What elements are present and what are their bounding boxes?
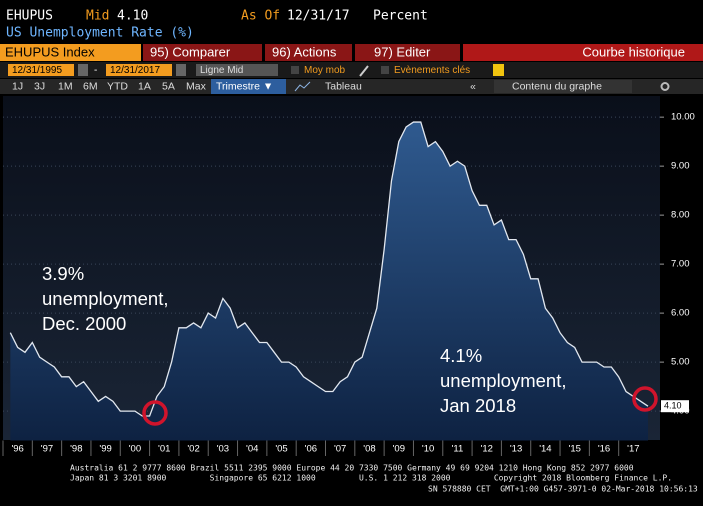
annotation: Jan 2018 <box>440 395 516 416</box>
pencil-icon[interactable] <box>359 65 369 77</box>
annotation: unemployment, <box>42 288 168 309</box>
separator: - <box>94 65 97 76</box>
settings-icon[interactable] <box>660 82 670 91</box>
ticker: EHUPUS <box>6 9 53 24</box>
collapse-button[interactable]: « <box>470 80 476 92</box>
price-field[interactable]: Ligne Mid <box>200 65 243 76</box>
x-tick-label: '06 <box>305 444 317 455</box>
y-tick-label: 7.00 <box>671 259 690 270</box>
x-tick-label: '14 <box>539 444 551 455</box>
y-tick-label: 9.00 <box>671 161 690 172</box>
x-tick-label: '17 <box>627 444 639 455</box>
menu-button-label[interactable]: 95) Comparer <box>150 44 231 59</box>
x-tick-label: '13 <box>510 444 522 455</box>
security-box[interactable] <box>0 44 141 61</box>
menu-button[interactable] <box>265 44 352 61</box>
x-tick-label: '09 <box>393 444 405 455</box>
y-tick-label: 5.00 <box>671 357 690 368</box>
checkbox[interactable] <box>291 66 299 74</box>
menu-button-label[interactable]: 96) Actions <box>272 44 337 59</box>
period-button[interactable]: 1A <box>138 80 151 92</box>
x-axis-area <box>0 440 703 458</box>
highlight-circle <box>632 386 658 412</box>
calendar-icon[interactable] <box>78 64 88 76</box>
controls-bar <box>0 62 703 78</box>
annotation: 3.9% <box>42 263 84 284</box>
chart-contents[interactable]: Contenu du graphe <box>512 80 602 92</box>
units: Percent <box>373 9 428 24</box>
x-tick-label: '99 <box>99 444 111 455</box>
menu-button-label[interactable]: 97) Editer <box>374 44 431 59</box>
info-icon[interactable] <box>493 64 504 76</box>
period-button[interactable]: YTD <box>107 80 128 92</box>
calendar-icon[interactable] <box>176 64 186 76</box>
footer-line: Japan 81 3 3201 8900 Singapore 65 6212 1… <box>70 474 672 483</box>
x-tick-label: '11 <box>452 444 464 455</box>
checkbox[interactable] <box>381 66 389 74</box>
field-dropdown[interactable] <box>196 64 278 76</box>
key-events[interactable]: Evènements clés <box>394 65 470 76</box>
date-field[interactable] <box>8 64 74 76</box>
y-tick-label: 8.00 <box>671 210 690 221</box>
period-button[interactable]: Max <box>186 80 207 92</box>
description: US Unemployment Rate (%) <box>6 26 194 41</box>
start-date[interactable]: 12/31/1995 <box>12 65 62 76</box>
period-button[interactable]: 1M <box>58 80 73 92</box>
footer-line: SN 578880 CET GMT+1:00 G457-3971-0 02-Ma… <box>428 485 698 494</box>
period-button[interactable]: 3J <box>34 80 45 92</box>
last-value-label: 4.10 <box>664 401 682 411</box>
area <box>10 122 649 441</box>
y-tick-label: 10.00 <box>671 112 695 123</box>
chart-icon[interactable] <box>294 81 311 92</box>
y-axis-area <box>660 96 703 440</box>
last-value-box <box>661 400 689 413</box>
mid-label: Mid <box>86 9 109 24</box>
x-tick-label: '15 <box>569 444 581 455</box>
footer-line: Australia 61 2 9777 8600 Brazil 5511 239… <box>70 464 634 473</box>
x-tick-label: '10 <box>422 444 434 455</box>
annotation: unemployment, <box>440 370 566 391</box>
x-tick-label: '96 <box>11 444 23 455</box>
function-name: Courbe historique <box>582 44 685 59</box>
period-button[interactable]: 5A <box>162 80 175 92</box>
menu-button[interactable] <box>355 44 460 61</box>
contents-box[interactable] <box>494 80 632 93</box>
menu-button[interactable] <box>143 44 262 61</box>
highlight-circle <box>142 400 168 426</box>
end-date[interactable]: 12/31/2017 <box>110 65 160 76</box>
period-button[interactable]: 6M <box>83 80 98 92</box>
table-button[interactable]: Tableau <box>325 80 362 92</box>
frequency-dropdown[interactable] <box>211 79 286 94</box>
annotation: Dec. 2000 <box>42 313 126 334</box>
x-tick-label: '05 <box>275 444 287 455</box>
x-tick-label: '08 <box>363 444 375 455</box>
as-of-label: As Of <box>241 9 280 24</box>
x-tick-label: '12 <box>481 444 493 455</box>
function-bar <box>463 44 703 61</box>
frequency[interactable]: Trimestre ▼ <box>216 80 273 92</box>
date-field[interactable] <box>106 64 172 76</box>
x-tick-label: '00 <box>129 444 141 455</box>
line <box>9 121 649 417</box>
annotation: 4.1% <box>440 345 482 366</box>
x-tick-label: '97 <box>41 444 53 455</box>
moving-average[interactable]: Moy mob <box>304 65 346 76</box>
x-tick-label: '07 <box>334 444 346 455</box>
x-tick-label: '03 <box>217 444 229 455</box>
as-of-date: 12/31/17 <box>287 9 350 24</box>
x-tick-label: '16 <box>598 444 610 455</box>
y-tick-label: 6.00 <box>671 308 690 319</box>
x-tick-label: '04 <box>246 444 258 455</box>
security[interactable]: EHUPUS Index <box>5 44 95 59</box>
mid-value: 4.10 <box>117 9 148 24</box>
period-button[interactable]: 1J <box>12 80 23 92</box>
x-tick-label: '01 <box>158 444 170 455</box>
x-tick-label: '98 <box>70 444 82 455</box>
x-tick-label: '02 <box>187 444 199 455</box>
